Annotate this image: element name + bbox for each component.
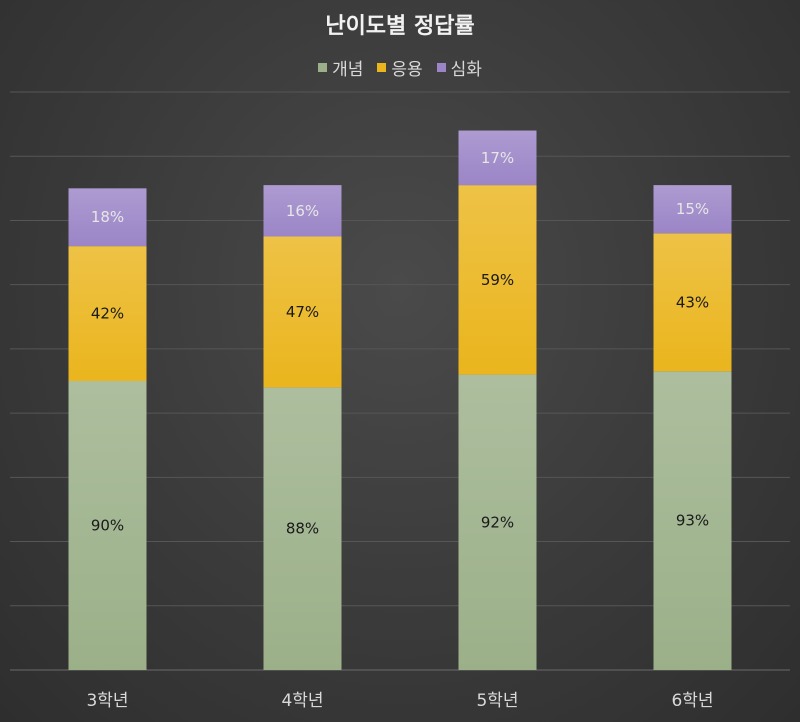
bar-segment — [263, 185, 342, 237]
bar-segment — [68, 188, 147, 247]
bar-segment — [458, 130, 537, 186]
data-label: 43% — [676, 293, 709, 311]
legend: 개념 응용 심화 — [0, 55, 800, 80]
x-tick-label: 6학년 — [671, 691, 713, 711]
x-tick-label: 5학년 — [476, 691, 518, 711]
bar-segment — [653, 371, 732, 670]
bar-segment — [68, 381, 147, 670]
data-label: 93% — [676, 512, 709, 530]
data-label: 15% — [676, 200, 709, 218]
data-label: 90% — [91, 517, 124, 535]
chart-title: 난이도별 정답률 — [325, 14, 475, 39]
legend-item-concept: 개념 — [318, 55, 363, 80]
legend-swatch-advanced — [436, 63, 446, 72]
data-label: 42% — [91, 305, 124, 323]
legend-swatch-application — [377, 63, 387, 72]
bar-segment — [458, 185, 537, 375]
bar-segment — [653, 185, 732, 234]
data-label: 18% — [91, 208, 124, 226]
bar-segment — [458, 374, 537, 670]
data-label: 47% — [286, 303, 319, 321]
legend-item-application: 응용 — [377, 55, 423, 80]
data-label: 59% — [481, 271, 514, 289]
x-tick-label: 4학년 — [281, 691, 323, 711]
legend-swatch-concept — [318, 63, 328, 72]
legend-label-advanced: 심화 — [450, 60, 482, 80]
data-label: 16% — [286, 202, 319, 220]
x-tick-label: 3학년 — [86, 691, 128, 711]
legend-label-concept: 개념 — [332, 60, 364, 80]
bar-segment — [263, 236, 342, 388]
data-label: 17% — [481, 149, 514, 167]
bar-segment — [263, 387, 342, 670]
legend-label-application: 응용 — [391, 60, 423, 80]
bar-segment — [68, 246, 147, 381]
data-label: 88% — [286, 520, 319, 538]
data-label: 92% — [481, 513, 514, 531]
bar-segment — [653, 233, 732, 372]
legend-item-advanced: 심화 — [436, 55, 482, 80]
